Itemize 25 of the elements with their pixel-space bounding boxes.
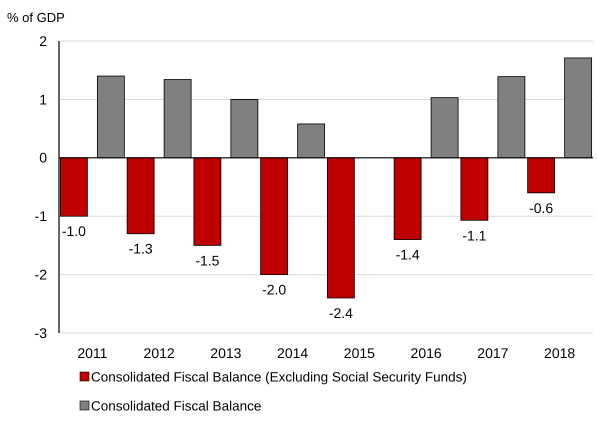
x-tick-label: 2015 — [344, 345, 376, 361]
data-label: -2.0 — [262, 282, 286, 298]
data-label: -1.1 — [462, 227, 487, 244]
legend-label: Consolidated Fiscal Balance — [91, 398, 262, 414]
x-tick-label: 2018 — [544, 345, 576, 361]
y-tick-label: 1 — [39, 91, 48, 108]
x-tick-label: 2012 — [144, 345, 175, 361]
data-label: -1.4 — [396, 246, 420, 263]
x-tick-label: 2013 — [210, 345, 242, 361]
y-tick-label: -3 — [34, 324, 48, 341]
data-label: -1.3 — [128, 240, 153, 257]
x-tick-label: 2016 — [410, 345, 442, 361]
y-tick-label: 2 — [39, 32, 48, 49]
y-tick-label: -2 — [34, 266, 48, 282]
x-tick-label: 2017 — [477, 345, 509, 361]
data-label: -2.4 — [328, 304, 354, 321]
legend-label: Consolidated Fiscal Balance (Excluding Social Security Funds) — [91, 370, 467, 385]
y-axis-title: % of GDP — [7, 10, 65, 25]
y-tick-label: -1 — [34, 208, 48, 224]
y-tick-label: 0 — [39, 150, 48, 166]
x-tick-label: 2011 — [77, 345, 108, 361]
x-tick-label: 2014 — [277, 345, 308, 361]
data-label: -1.0 — [62, 223, 86, 240]
data-label: -0.6 — [529, 200, 554, 216]
data-label: -1.5 — [195, 252, 220, 268]
